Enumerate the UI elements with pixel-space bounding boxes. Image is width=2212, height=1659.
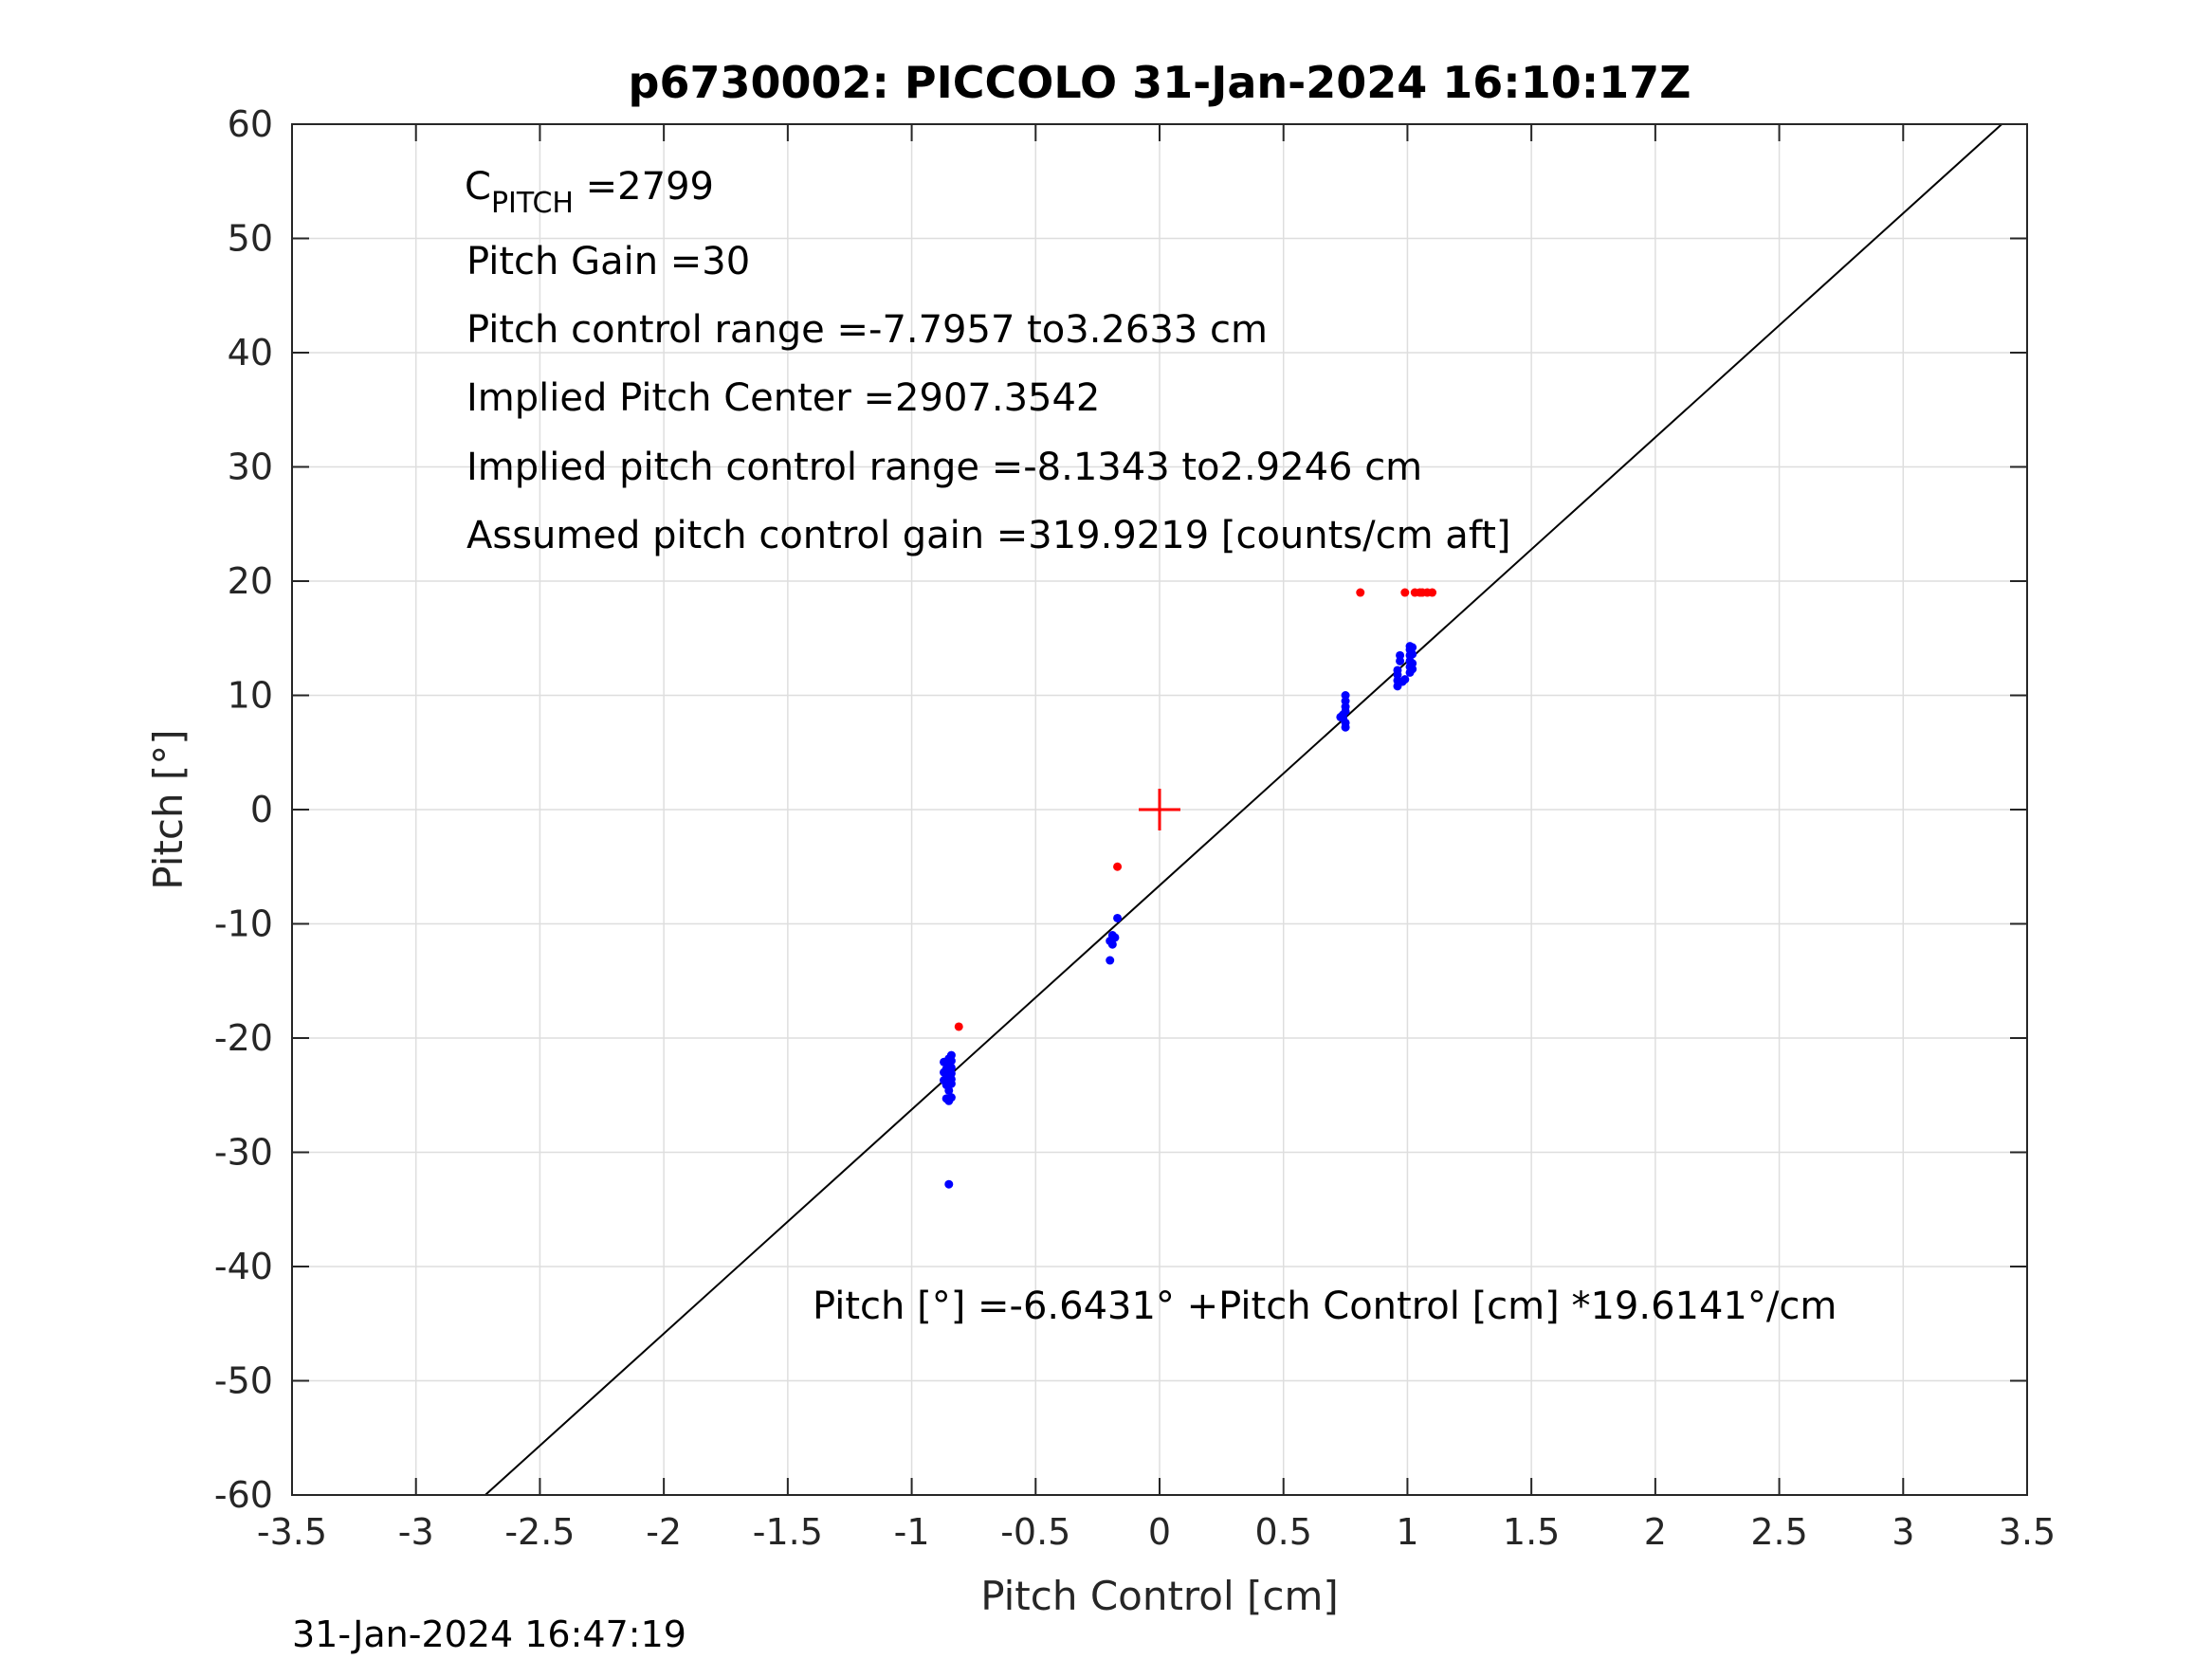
red-data-point bbox=[1400, 588, 1410, 597]
blue-data-point bbox=[1107, 939, 1117, 949]
y-tick-label: -30 bbox=[214, 1132, 273, 1174]
blue-data-point bbox=[940, 1076, 949, 1085]
y-tick-label: -40 bbox=[214, 1246, 273, 1287]
y-tick-label: 20 bbox=[228, 560, 273, 602]
y-tick-label: -50 bbox=[214, 1360, 273, 1402]
fit-equation-annotation: Pitch [°] =-6.6431° +Pitch Control [cm] … bbox=[813, 1285, 1837, 1328]
blue-data-point bbox=[944, 1179, 954, 1189]
blue-data-point bbox=[1400, 675, 1410, 684]
y-tick-label: 30 bbox=[228, 447, 273, 488]
blue-data-point bbox=[1408, 659, 1417, 668]
x-tick-label: 2.5 bbox=[1750, 1511, 1807, 1553]
blue-data-point bbox=[944, 1096, 954, 1105]
blue-data-point bbox=[1408, 649, 1417, 659]
center-marker bbox=[1139, 789, 1180, 830]
red-data-point bbox=[1428, 588, 1437, 597]
blue-data-point bbox=[1341, 718, 1350, 727]
pitch-control-range-annotation: Pitch control range =-7.7957 to3.2633 cm bbox=[466, 308, 1268, 352]
x-tick-label: -1.5 bbox=[753, 1511, 823, 1553]
x-tick-label: -1 bbox=[894, 1511, 930, 1553]
x-tick-label: 3 bbox=[1892, 1511, 1914, 1553]
blue-data-point bbox=[1341, 691, 1350, 700]
blue-data-point bbox=[1106, 956, 1115, 965]
y-tick-label: 60 bbox=[228, 103, 273, 145]
blue-data-point bbox=[940, 1067, 949, 1077]
x-tick-label: 1.5 bbox=[1503, 1511, 1560, 1553]
x-tick-label: -3.5 bbox=[257, 1511, 327, 1553]
x-tick-label: -0.5 bbox=[1000, 1511, 1070, 1553]
y-axis-label: Pitch [°] bbox=[145, 729, 192, 889]
fit-line-group bbox=[484, 123, 2002, 1496]
x-tick-label: 0.5 bbox=[1254, 1511, 1311, 1553]
c-pitch-subscript: PITCH bbox=[491, 187, 574, 220]
blue-data-point bbox=[1396, 650, 1405, 660]
blue-data-point bbox=[1110, 933, 1120, 942]
y-tick-labels: -60 -50 -40 -30 -20 -10 0 10 20 30 40 50 60 bbox=[214, 103, 273, 1516]
pitch-gain-annotation: Pitch Gain =30 bbox=[466, 240, 750, 283]
c-pitch-main: C bbox=[465, 165, 491, 209]
x-tick-labels: -3.5 -3 -2.5 -2 -1.5 -1 -0.5 0 0.5 1 1.5 2 2.5 3 3.5 bbox=[257, 1511, 2056, 1553]
blue-data-point bbox=[1113, 913, 1123, 922]
x-tick-label: -2.5 bbox=[504, 1511, 575, 1553]
fit-line bbox=[484, 123, 2002, 1496]
red-data-point bbox=[1356, 588, 1365, 597]
x-axis-label: Pitch Control [cm] bbox=[980, 1573, 1339, 1619]
y-tick-label: 0 bbox=[250, 789, 273, 830]
footer-timestamp: 31-Jan-2024 16:47:19 bbox=[292, 1613, 686, 1655]
blue-data-point bbox=[946, 1079, 956, 1088]
blue-data-point bbox=[940, 1057, 949, 1066]
red-data-point bbox=[1113, 862, 1123, 871]
implied-range-annotation: Implied pitch control range =-8.1343 to2… bbox=[466, 446, 1422, 489]
x-tick-label: 0 bbox=[1148, 1511, 1171, 1553]
red-data-point bbox=[954, 1022, 963, 1031]
y-tick-label: 10 bbox=[228, 675, 273, 717]
y-tick-label: -60 bbox=[214, 1474, 273, 1516]
x-tick-label: 1 bbox=[1396, 1511, 1418, 1553]
y-tick-label: 40 bbox=[228, 332, 273, 374]
data-points bbox=[940, 588, 1437, 1189]
y-tick-label: -20 bbox=[214, 1017, 273, 1059]
implied-center-annotation: Implied Pitch Center =2907.3542 bbox=[466, 376, 1100, 420]
x-tick-label: 2 bbox=[1644, 1511, 1667, 1553]
blue-data-point bbox=[946, 1056, 956, 1066]
blue-data-point bbox=[944, 1085, 954, 1095]
y-tick-label: -10 bbox=[214, 903, 273, 945]
c-pitch-annotation: CPITCH =2799 bbox=[465, 165, 714, 220]
ticks bbox=[291, 123, 2028, 1496]
x-tick-label: -3 bbox=[398, 1511, 434, 1553]
blue-data-point bbox=[1336, 712, 1345, 721]
x-tick-label: 3.5 bbox=[1999, 1511, 2056, 1553]
blue-data-point bbox=[1393, 665, 1402, 675]
chart-title: p6730002: PICCOLO 31-Jan-2024 16:10:17Z bbox=[629, 57, 1691, 108]
blue-data-point bbox=[1408, 643, 1417, 652]
y-tick-label: 50 bbox=[228, 218, 273, 260]
assumed-gain-annotation: Assumed pitch control gain =319.9219 [co… bbox=[466, 514, 1510, 557]
c-pitch-value: =2799 bbox=[574, 165, 714, 209]
x-tick-label: -2 bbox=[646, 1511, 682, 1553]
